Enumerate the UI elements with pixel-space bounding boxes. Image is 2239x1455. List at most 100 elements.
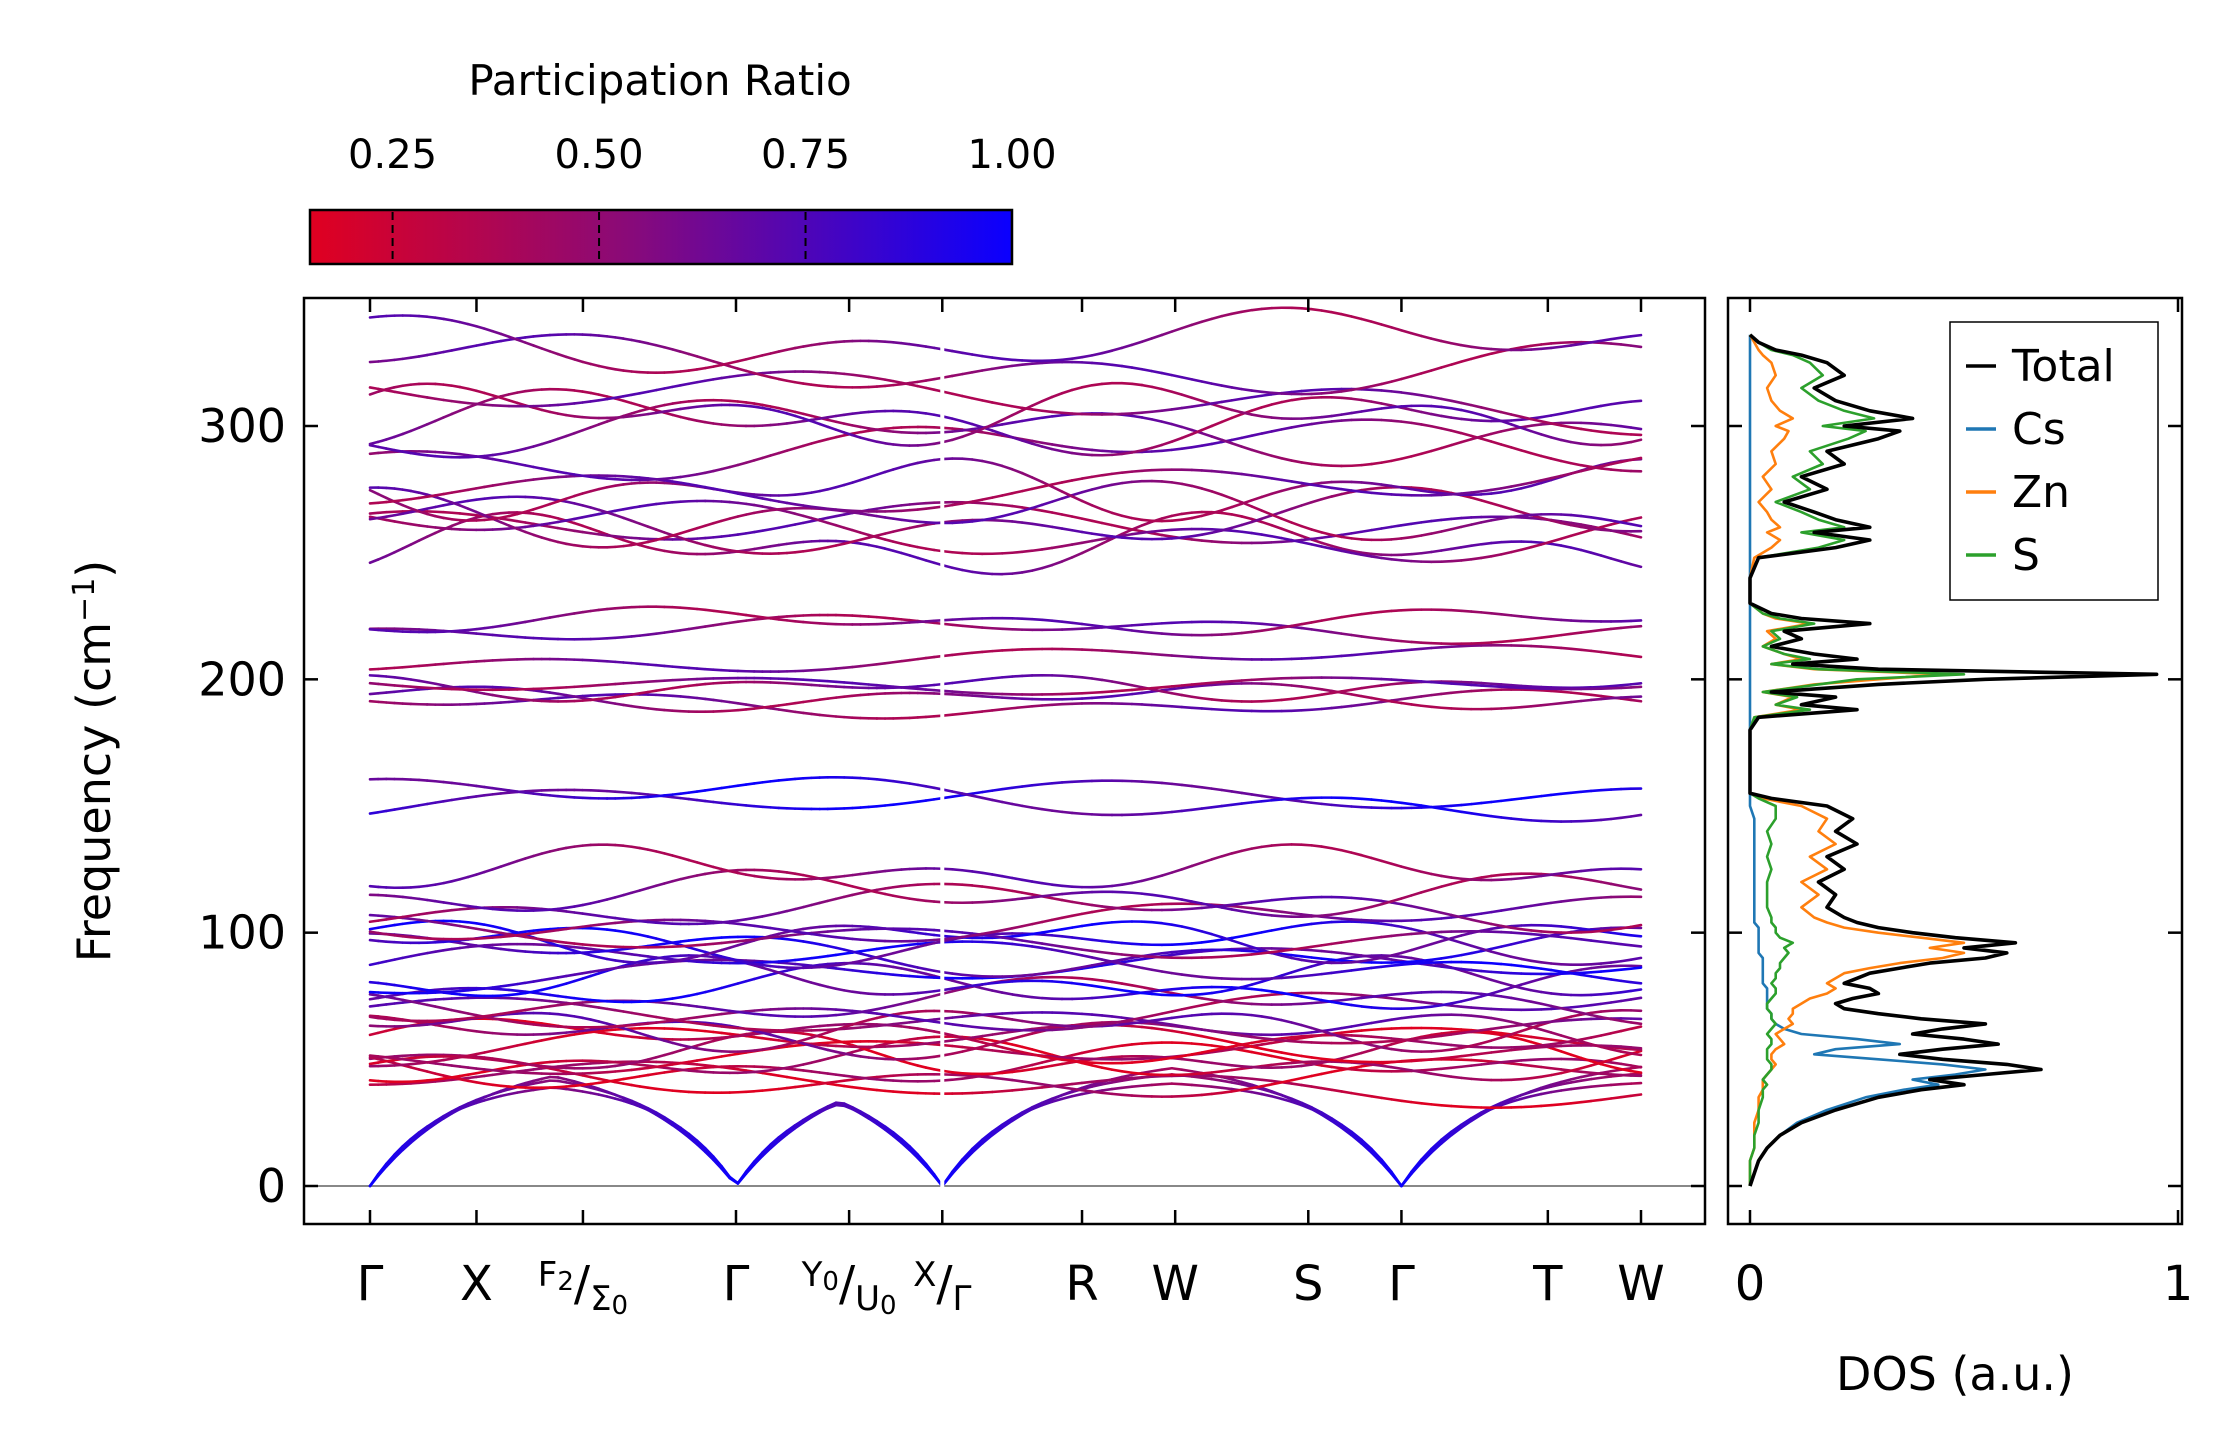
- optical-branch: [875, 1088, 887, 1093]
- optical-branch: [540, 1024, 552, 1028]
- optical-branch: [785, 958, 797, 963]
- optical-branch: [1190, 995, 1204, 1000]
- optical-branch: [1010, 785, 1024, 790]
- optical-branch: [851, 1077, 862, 1081]
- optical-branch: [1150, 874, 1164, 880]
- optical-branch: [720, 955, 732, 960]
- optical-branch: [1110, 906, 1124, 910]
- optical-branch: [1420, 931, 1433, 935]
- optical-branch: [1000, 1016, 1014, 1021]
- optical-branch: [1400, 1067, 1413, 1072]
- optical-branch: [442, 1078, 454, 1083]
- acoustic-branch: [1070, 1092, 1084, 1098]
- optical-branch: [769, 932, 781, 938]
- optical-branch: [793, 700, 805, 705]
- optical-branch: [1210, 1049, 1224, 1054]
- optical-branch: [1160, 871, 1174, 877]
- optical-branch: [1470, 944, 1483, 951]
- acoustic-branch: [916, 1156, 928, 1168]
- optical-branch: [1300, 1001, 1313, 1006]
- optical-branch: [1470, 1058, 1483, 1063]
- optical-branch: [1230, 1075, 1244, 1080]
- optical-branch: [1150, 992, 1164, 997]
- optical-branch: [1260, 898, 1273, 903]
- optical-branch: [1140, 690, 1154, 695]
- optical-branch: [1140, 703, 1154, 707]
- acoustic-branch: [532, 1080, 543, 1085]
- optical-branch: [1110, 920, 1124, 924]
- optical-branch: [834, 1050, 846, 1055]
- optical-branch: [1240, 1012, 1254, 1017]
- optical-branch: [466, 1075, 478, 1080]
- optical-branch: [1619, 967, 1633, 972]
- optical-branch: [851, 990, 862, 995]
- optical-branch: [679, 957, 691, 962]
- optical-branch: [1549, 1071, 1563, 1077]
- acoustic-branch: [1380, 1161, 1393, 1176]
- optical-branch: [818, 962, 830, 967]
- optical-branch: [1240, 1032, 1254, 1036]
- optical-branch: [990, 989, 1004, 994]
- optical-branch: [1210, 804, 1224, 809]
- optical-branch: [1519, 964, 1533, 969]
- acoustic-branch: [703, 1147, 715, 1159]
- optical-branch: [548, 993, 560, 998]
- optical-branch: [1000, 1037, 1014, 1043]
- optical-branch: [597, 1080, 609, 1085]
- optical-branch: [1470, 689, 1483, 693]
- optical-branch: [1090, 1079, 1104, 1084]
- optical-branch: [1569, 971, 1583, 977]
- optical-branch: [491, 786, 503, 791]
- optical-branch: [1499, 706, 1513, 710]
- optical-branch: [548, 1012, 560, 1016]
- optical-branch: [1000, 1050, 1014, 1054]
- optical-branch: [1420, 1005, 1433, 1010]
- acoustic-branch: [867, 1114, 879, 1123]
- acoustic-branch: [1539, 1083, 1553, 1090]
- optical-branch: [1240, 901, 1254, 905]
- optical-branch: [1579, 1064, 1593, 1070]
- optical-branch: [1420, 680, 1433, 684]
- optical-branch: [581, 843, 593, 847]
- optical-branch: [891, 868, 903, 872]
- optical-branch: [622, 1076, 633, 1081]
- optical-branch: [990, 1031, 1004, 1036]
- acoustic-branch: [1589, 1076, 1603, 1081]
- optical-branch: [376, 960, 388, 965]
- optical-branch: [1460, 1013, 1473, 1017]
- optical-branch: [1270, 1049, 1283, 1054]
- optical-branch: [859, 776, 871, 780]
- optical-branch: [1210, 680, 1224, 685]
- optical-branch: [434, 1079, 445, 1083]
- optical-branch: [532, 928, 543, 932]
- optical-branch: [1020, 1067, 1034, 1072]
- optical-branch: [875, 804, 887, 808]
- optical-branch: [1230, 790, 1244, 795]
- optical-branch: [916, 966, 928, 971]
- optical-branch: [712, 1012, 723, 1017]
- optical-branch: [1230, 1063, 1244, 1068]
- optical-branch: [875, 963, 887, 968]
- optical-branch: [1420, 1033, 1433, 1039]
- acoustic-branch: [867, 1117, 879, 1126]
- optical-branch: [769, 960, 781, 964]
- optical-branch: [605, 1007, 617, 1012]
- optical-branch: [777, 965, 789, 969]
- optical-branch: [1250, 900, 1263, 904]
- optical-branch: [1440, 874, 1453, 879]
- optical-branch: [1280, 897, 1293, 901]
- optical-branch: [556, 982, 568, 988]
- optical-branch: [712, 936, 723, 940]
- optical-branch: [826, 1072, 838, 1076]
- optical-branch: [1390, 897, 1403, 903]
- optical-branch: [1040, 970, 1054, 975]
- optical-branch: [1010, 977, 1024, 982]
- optical-branch: [564, 1002, 576, 1006]
- optical-branch: [1310, 921, 1323, 926]
- acoustic-branch: [1180, 1082, 1194, 1087]
- optical-branch: [1460, 951, 1473, 957]
- optical-branch: [573, 945, 584, 950]
- optical-branch: [842, 883, 854, 888]
- optical-branch: [1180, 949, 1194, 953]
- optical-branch: [613, 916, 625, 921]
